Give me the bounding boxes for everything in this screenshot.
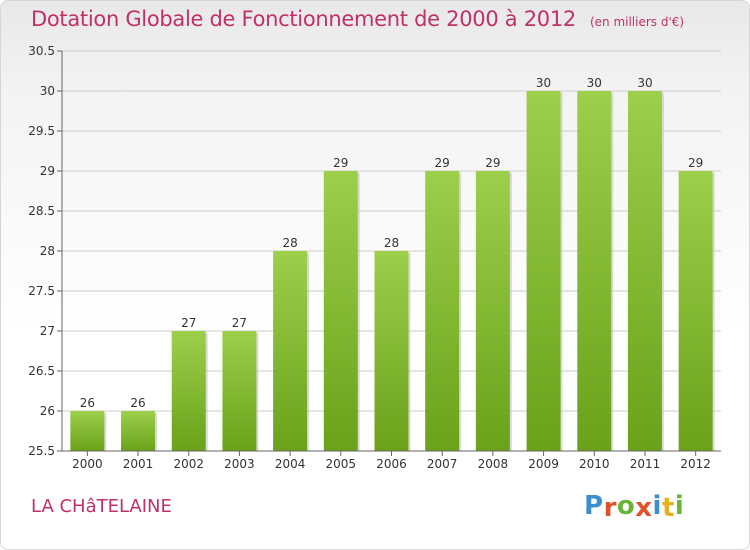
bar — [273, 251, 308, 451]
chart-title: Dotation Globale de Fonctionnement de 20… — [31, 7, 684, 31]
x-tick-label: 2008 — [478, 457, 509, 471]
y-tick-label: 29.5 — [28, 124, 55, 138]
x-tick-label: 2002 — [173, 457, 204, 471]
y-tick-label: 25.5 — [28, 444, 55, 458]
y-tick-label: 30 — [40, 84, 55, 98]
bar — [475, 171, 510, 451]
chart-unit: (en milliers d'€) — [589, 15, 685, 29]
logo-letter: r — [603, 493, 617, 523]
x-tick-label: 2012 — [680, 457, 711, 471]
x-tick-label: 2000 — [72, 457, 103, 471]
bar-value-label: 29 — [333, 156, 348, 170]
y-tick-label: 27 — [40, 324, 55, 338]
x-tick-label: 2010 — [579, 457, 610, 471]
bar-value-label: 29 — [688, 156, 703, 170]
x-tick-label: 2005 — [326, 457, 357, 471]
chart-title-text: Dotation Globale de Fonctionnement de 20… — [31, 7, 576, 31]
logo-letter: o — [616, 491, 636, 521]
proxiti-logo: Proxiti — [584, 491, 685, 523]
x-tick-label: 2011 — [630, 457, 661, 471]
bar-value-label: 30 — [536, 76, 551, 90]
bar — [627, 91, 662, 451]
bar-value-label: 26 — [80, 396, 95, 410]
axes — [57, 50, 721, 456]
bar — [526, 91, 561, 451]
bar-value-label: 28 — [282, 236, 297, 250]
bar — [121, 411, 156, 451]
bar-value-label: 27 — [181, 316, 196, 330]
bar-value-label: 30 — [637, 76, 652, 90]
bar-value-label: 26 — [130, 396, 145, 410]
bars — [70, 91, 715, 451]
y-tick-label: 27.5 — [28, 284, 55, 298]
logo-letter: t — [661, 493, 675, 523]
bar — [374, 251, 409, 451]
bar-value-label: 30 — [587, 76, 602, 90]
y-tick-label: 26.5 — [28, 364, 55, 378]
bar — [577, 91, 612, 451]
y-tick-label: 26 — [40, 404, 55, 418]
bar — [323, 171, 358, 451]
logo-letter: x — [635, 493, 653, 523]
logo-letter: i — [652, 491, 662, 521]
bar-value-label: 27 — [232, 316, 247, 330]
x-tick-label: 2003 — [224, 457, 255, 471]
y-tick-label: 29 — [40, 164, 55, 178]
x-tick-label: 2007 — [427, 457, 458, 471]
x-tick-label: 2004 — [275, 457, 306, 471]
logo-letter: i — [674, 491, 685, 521]
bar — [70, 411, 105, 451]
logo-letter: P — [584, 491, 604, 521]
y-tick-label: 30.5 — [28, 44, 55, 58]
x-tick-label: 2001 — [123, 457, 154, 471]
bar — [425, 171, 460, 451]
y-tick-label: 28 — [40, 244, 55, 258]
bar — [222, 331, 257, 451]
x-tick-label: 2009 — [528, 457, 559, 471]
bar-value-label: 29 — [435, 156, 450, 170]
bar — [171, 331, 206, 451]
y-tick-label: 28.5 — [28, 204, 55, 218]
commune-name: LA CHâTELAINE — [31, 496, 172, 517]
bar-value-label: 28 — [384, 236, 399, 250]
labels: 25.5 26 26.5 27 27.5 28 28.5 29 29.5 30 30.5 26 2000… — [28, 44, 711, 471]
bar — [678, 171, 713, 451]
x-tick-label: 2006 — [376, 457, 407, 471]
bar-value-label: 29 — [485, 156, 500, 170]
